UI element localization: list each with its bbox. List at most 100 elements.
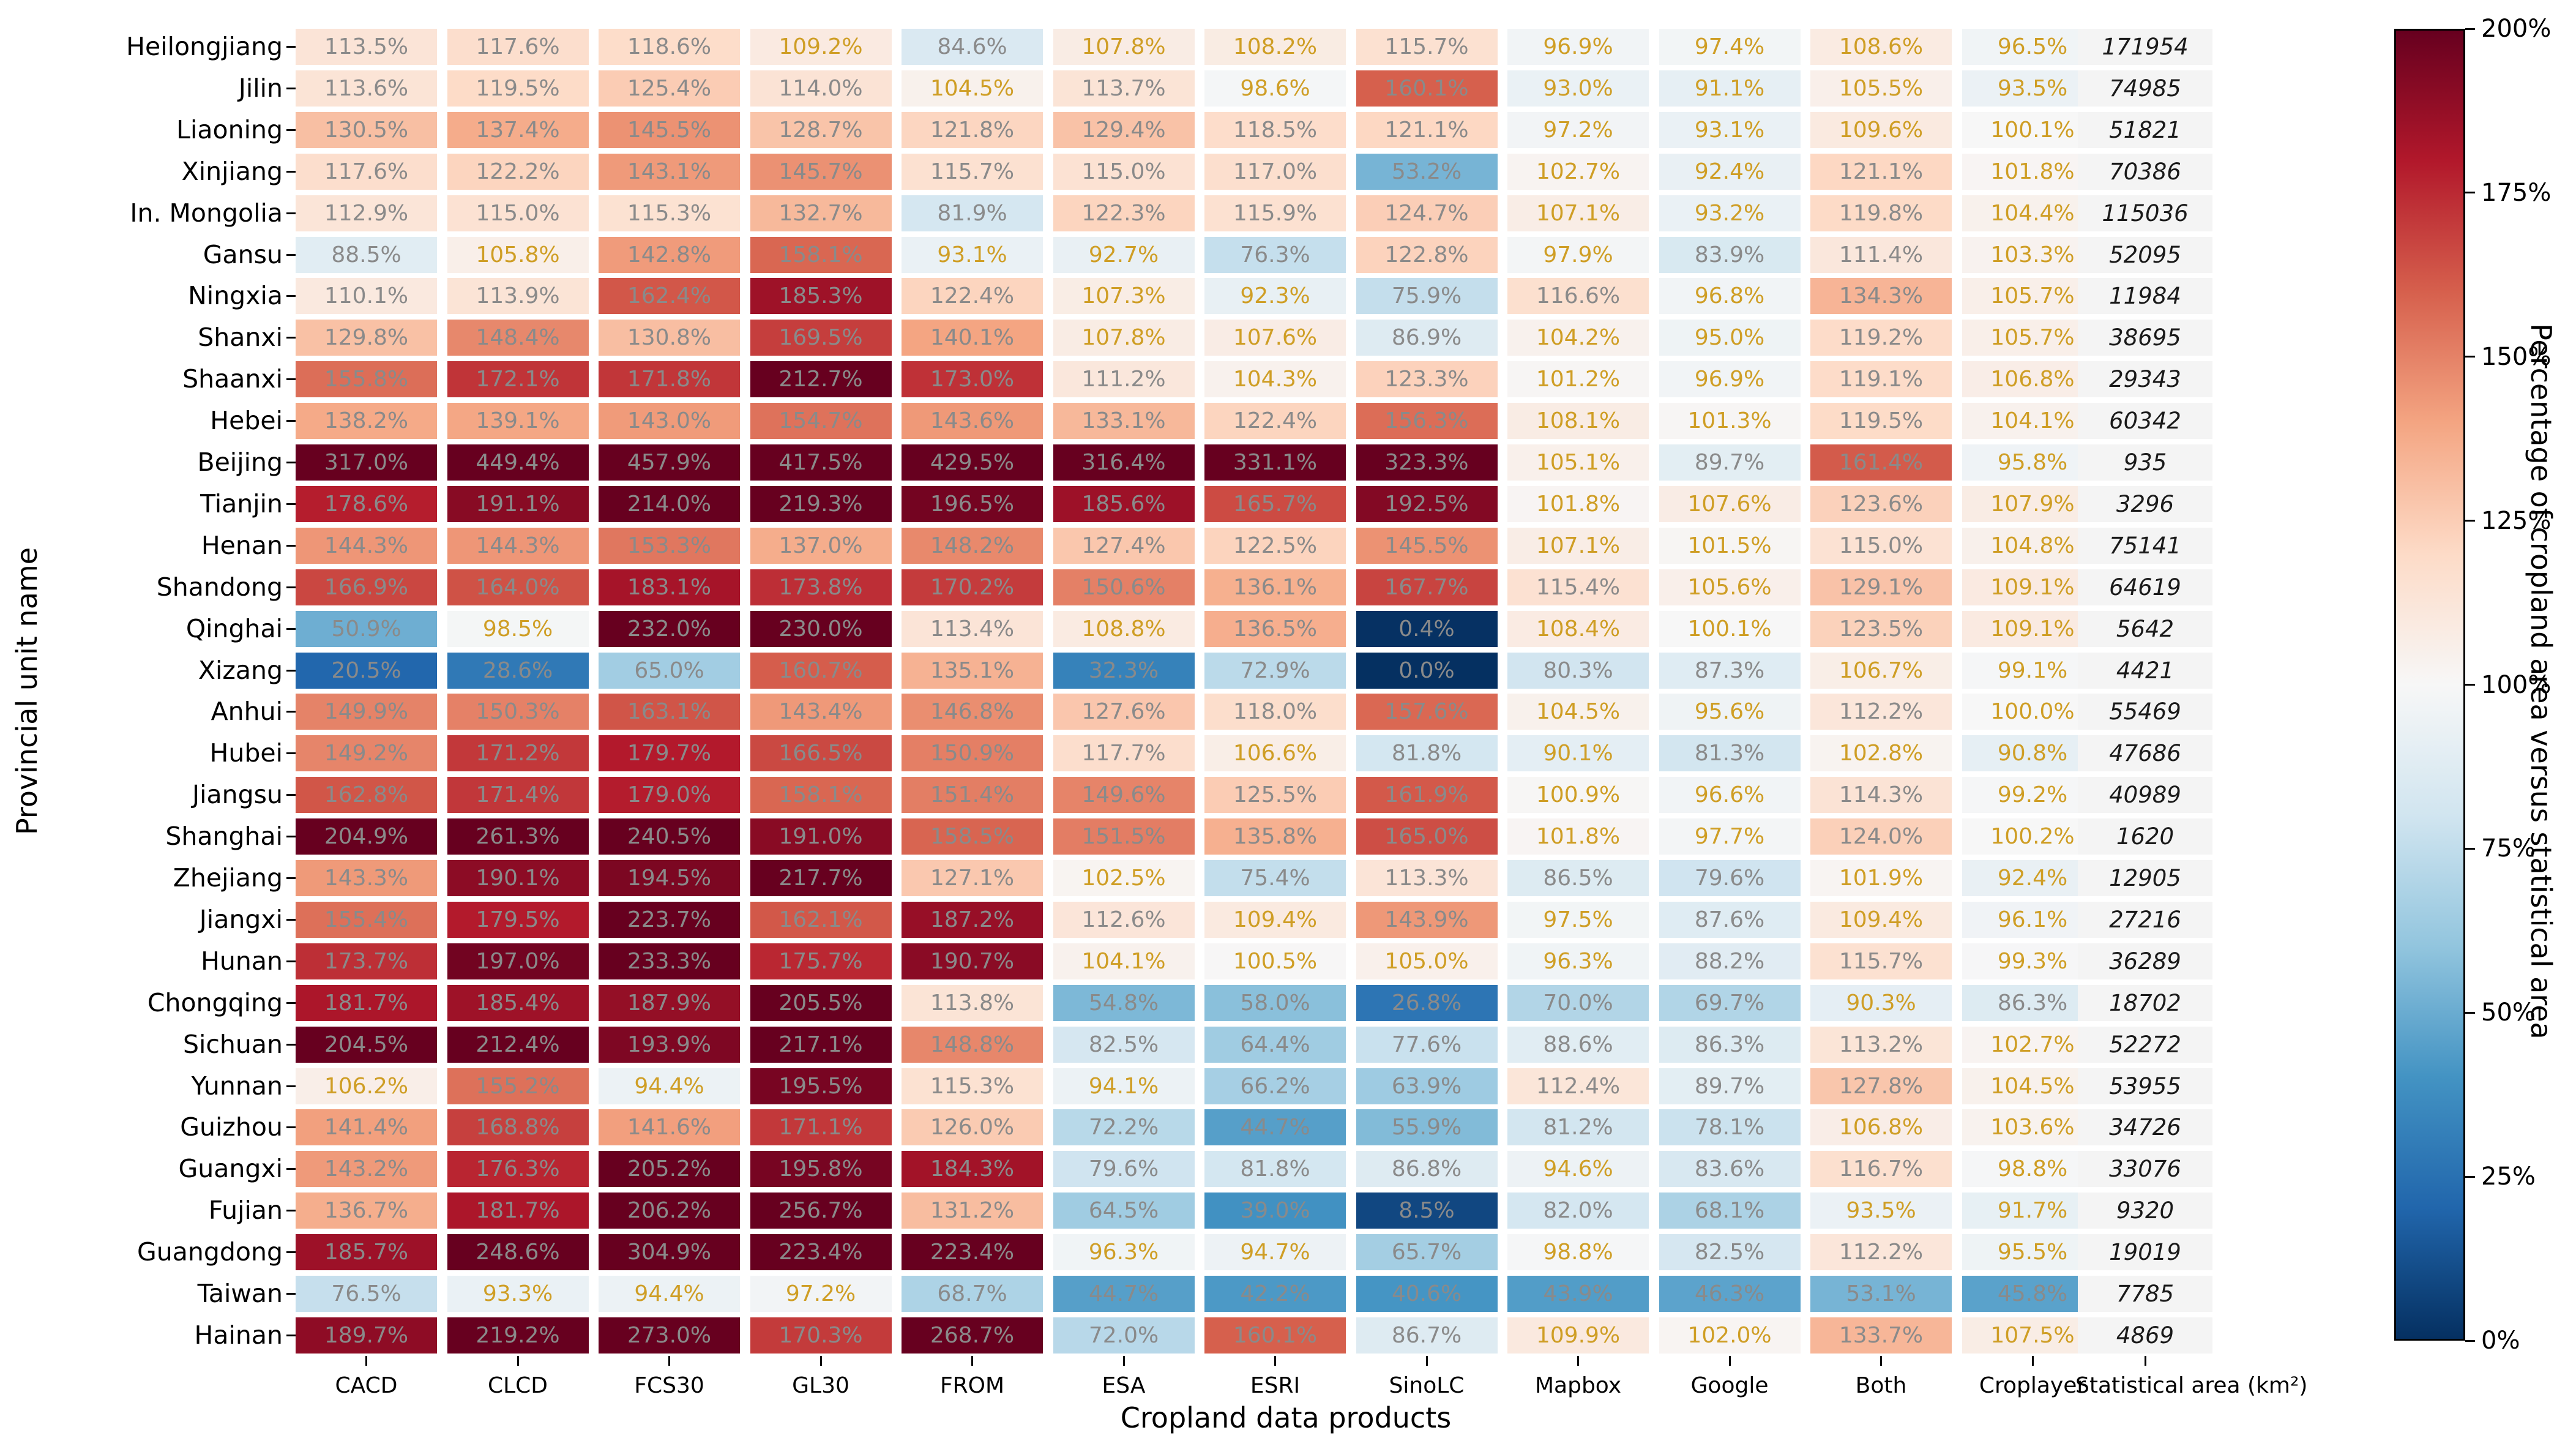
x-tick: [1274, 1355, 1276, 1366]
heatmap-cell: 115.9%: [1204, 195, 1346, 231]
statistical-area-cell: 5642: [2078, 610, 2212, 647]
heatmap-cell: 148.2%: [902, 527, 1043, 564]
row-label: Shanghai: [165, 822, 283, 852]
heatmap-cell: 91.1%: [1659, 70, 1801, 107]
heatmap-cell: 92.3%: [1204, 278, 1346, 315]
heatmap-cell: 94.6%: [1507, 1151, 1649, 1188]
heatmap-cell: 150.9%: [902, 735, 1043, 772]
heatmap-cell: 156.3%: [1356, 403, 1498, 440]
y-tick: [286, 836, 296, 838]
heatmap-cell: 256.7%: [750, 1193, 892, 1229]
row-label: Hainan: [194, 1320, 283, 1350]
heatmap-cell: 93.5%: [1810, 1193, 1952, 1229]
heatmap-cell: 94.1%: [1053, 1068, 1195, 1104]
heatmap-cell: 108.2%: [1204, 29, 1346, 65]
statistical-area-cell: 29343: [2078, 361, 2212, 398]
heatmap-cell: 121.8%: [902, 111, 1043, 148]
heatmap-cell: 96.3%: [1507, 943, 1649, 979]
y-tick: [286, 253, 296, 256]
heatmap-cell: 109.4%: [1204, 901, 1346, 938]
y-tick: [286, 1293, 296, 1295]
heatmap-cell: 190.1%: [447, 860, 589, 896]
colorbar-tick: [2465, 847, 2475, 850]
heatmap-cell: 130.5%: [296, 111, 437, 148]
heatmap-cell: 100.9%: [1507, 777, 1649, 814]
heatmap-cell: 44.7%: [1204, 1109, 1346, 1146]
heatmap-cell: 153.3%: [599, 527, 740, 564]
heatmap-cell: 76.3%: [1204, 236, 1346, 273]
heatmap-cell: 53.2%: [1356, 153, 1498, 190]
y-tick: [286, 46, 296, 48]
colorbar-tick-label: 175%: [2481, 178, 2552, 207]
column-label: CACD: [335, 1372, 398, 1398]
colorbar-tick: [2465, 28, 2475, 30]
heatmap-cell: 104.3%: [1204, 361, 1346, 398]
heatmap-cell: 55.9%: [1356, 1109, 1498, 1146]
colorbar-tick: [2465, 1011, 2475, 1014]
heatmap-cell: 164.0%: [447, 569, 589, 605]
heatmap-cell: 205.5%: [750, 984, 892, 1021]
heatmap-cell: 128.7%: [750, 111, 892, 148]
heatmap-cell: 170.3%: [750, 1317, 892, 1354]
y-tick: [286, 1043, 296, 1046]
heatmap-cell: 106.6%: [1204, 735, 1346, 772]
heatmap-cell: 107.8%: [1053, 320, 1195, 356]
heatmap-cell: 112.2%: [1810, 694, 1952, 730]
statistical-area-cell: 52095: [2078, 236, 2212, 273]
heatmap-cell: 93.1%: [902, 236, 1043, 273]
statistical-area-cell: 55469: [2078, 694, 2212, 730]
heatmap-cell: 86.9%: [1356, 320, 1498, 356]
heatmap-cell: 119.1%: [1810, 361, 1952, 398]
heatmap-cell: 104.5%: [902, 70, 1043, 107]
colorbar-tick: [2465, 1175, 2475, 1178]
y-tick: [286, 544, 296, 547]
heatmap-cell: 58.0%: [1204, 984, 1346, 1021]
heatmap-cell: 189.7%: [296, 1317, 437, 1354]
heatmap-cell: 125.4%: [599, 70, 740, 107]
heatmap-cell: 118.5%: [1204, 111, 1346, 148]
heatmap-cell: 230.0%: [750, 610, 892, 647]
heatmap-cell: 93.3%: [447, 1276, 589, 1312]
heatmap-cell: 81.2%: [1507, 1109, 1649, 1146]
heatmap-cell: 125.5%: [1204, 777, 1346, 814]
heatmap-cell: 95.0%: [1659, 320, 1801, 356]
heatmap-cell: 158.1%: [750, 236, 892, 273]
heatmap-cell: 106.8%: [1810, 1109, 1952, 1146]
heatmap-cell: 184.3%: [902, 1151, 1043, 1188]
heatmap-cell: 126.0%: [902, 1109, 1043, 1146]
heatmap-cell: 107.8%: [1053, 29, 1195, 65]
y-tick: [286, 586, 296, 588]
column-label: ESA: [1102, 1372, 1146, 1398]
heatmap-cell: 449.4%: [447, 444, 589, 481]
heatmap-cell: 196.5%: [902, 485, 1043, 522]
row-label: Jilin: [238, 73, 283, 103]
heatmap-cell: 46.3%: [1659, 1276, 1801, 1312]
heatmap-cell: 28.6%: [447, 652, 589, 689]
heatmap-cell: 42.2%: [1204, 1276, 1346, 1312]
heatmap-cell: 127.4%: [1053, 527, 1195, 564]
row-label: Heilongjiang: [126, 32, 283, 61]
heatmap-cell: 80.3%: [1507, 652, 1649, 689]
row-label: Jiangsu: [192, 780, 283, 810]
heatmap-cell: 123.6%: [1810, 485, 1952, 522]
colorbar-tick-label: 100%: [2481, 670, 2552, 699]
heatmap-cell: 112.4%: [1507, 1068, 1649, 1104]
heatmap-cell: 100.1%: [1659, 610, 1801, 647]
heatmap-cell: 98.5%: [447, 610, 589, 647]
row-label: Guangxi: [178, 1154, 283, 1184]
heatmap-cell: 112.2%: [1810, 1234, 1952, 1271]
y-tick: [286, 960, 296, 962]
y-tick: [286, 627, 296, 630]
heatmap-cell: 115.7%: [1810, 943, 1952, 979]
heatmap-cell: 151.5%: [1053, 818, 1195, 855]
heatmap-cell: 101.2%: [1507, 361, 1649, 398]
row-label: Hunan: [201, 946, 283, 976]
row-label: Zhejiang: [173, 863, 283, 893]
row-label: Shaanxi: [182, 364, 283, 394]
heatmap-cell: 107.6%: [1204, 320, 1346, 356]
heatmap-cell: 97.2%: [1507, 111, 1649, 148]
row-label: Gansu: [203, 239, 283, 269]
x-tick: [517, 1355, 519, 1366]
heatmap-cell: 108.8%: [1053, 610, 1195, 647]
statistical-area-cell: 12905: [2078, 860, 2212, 896]
